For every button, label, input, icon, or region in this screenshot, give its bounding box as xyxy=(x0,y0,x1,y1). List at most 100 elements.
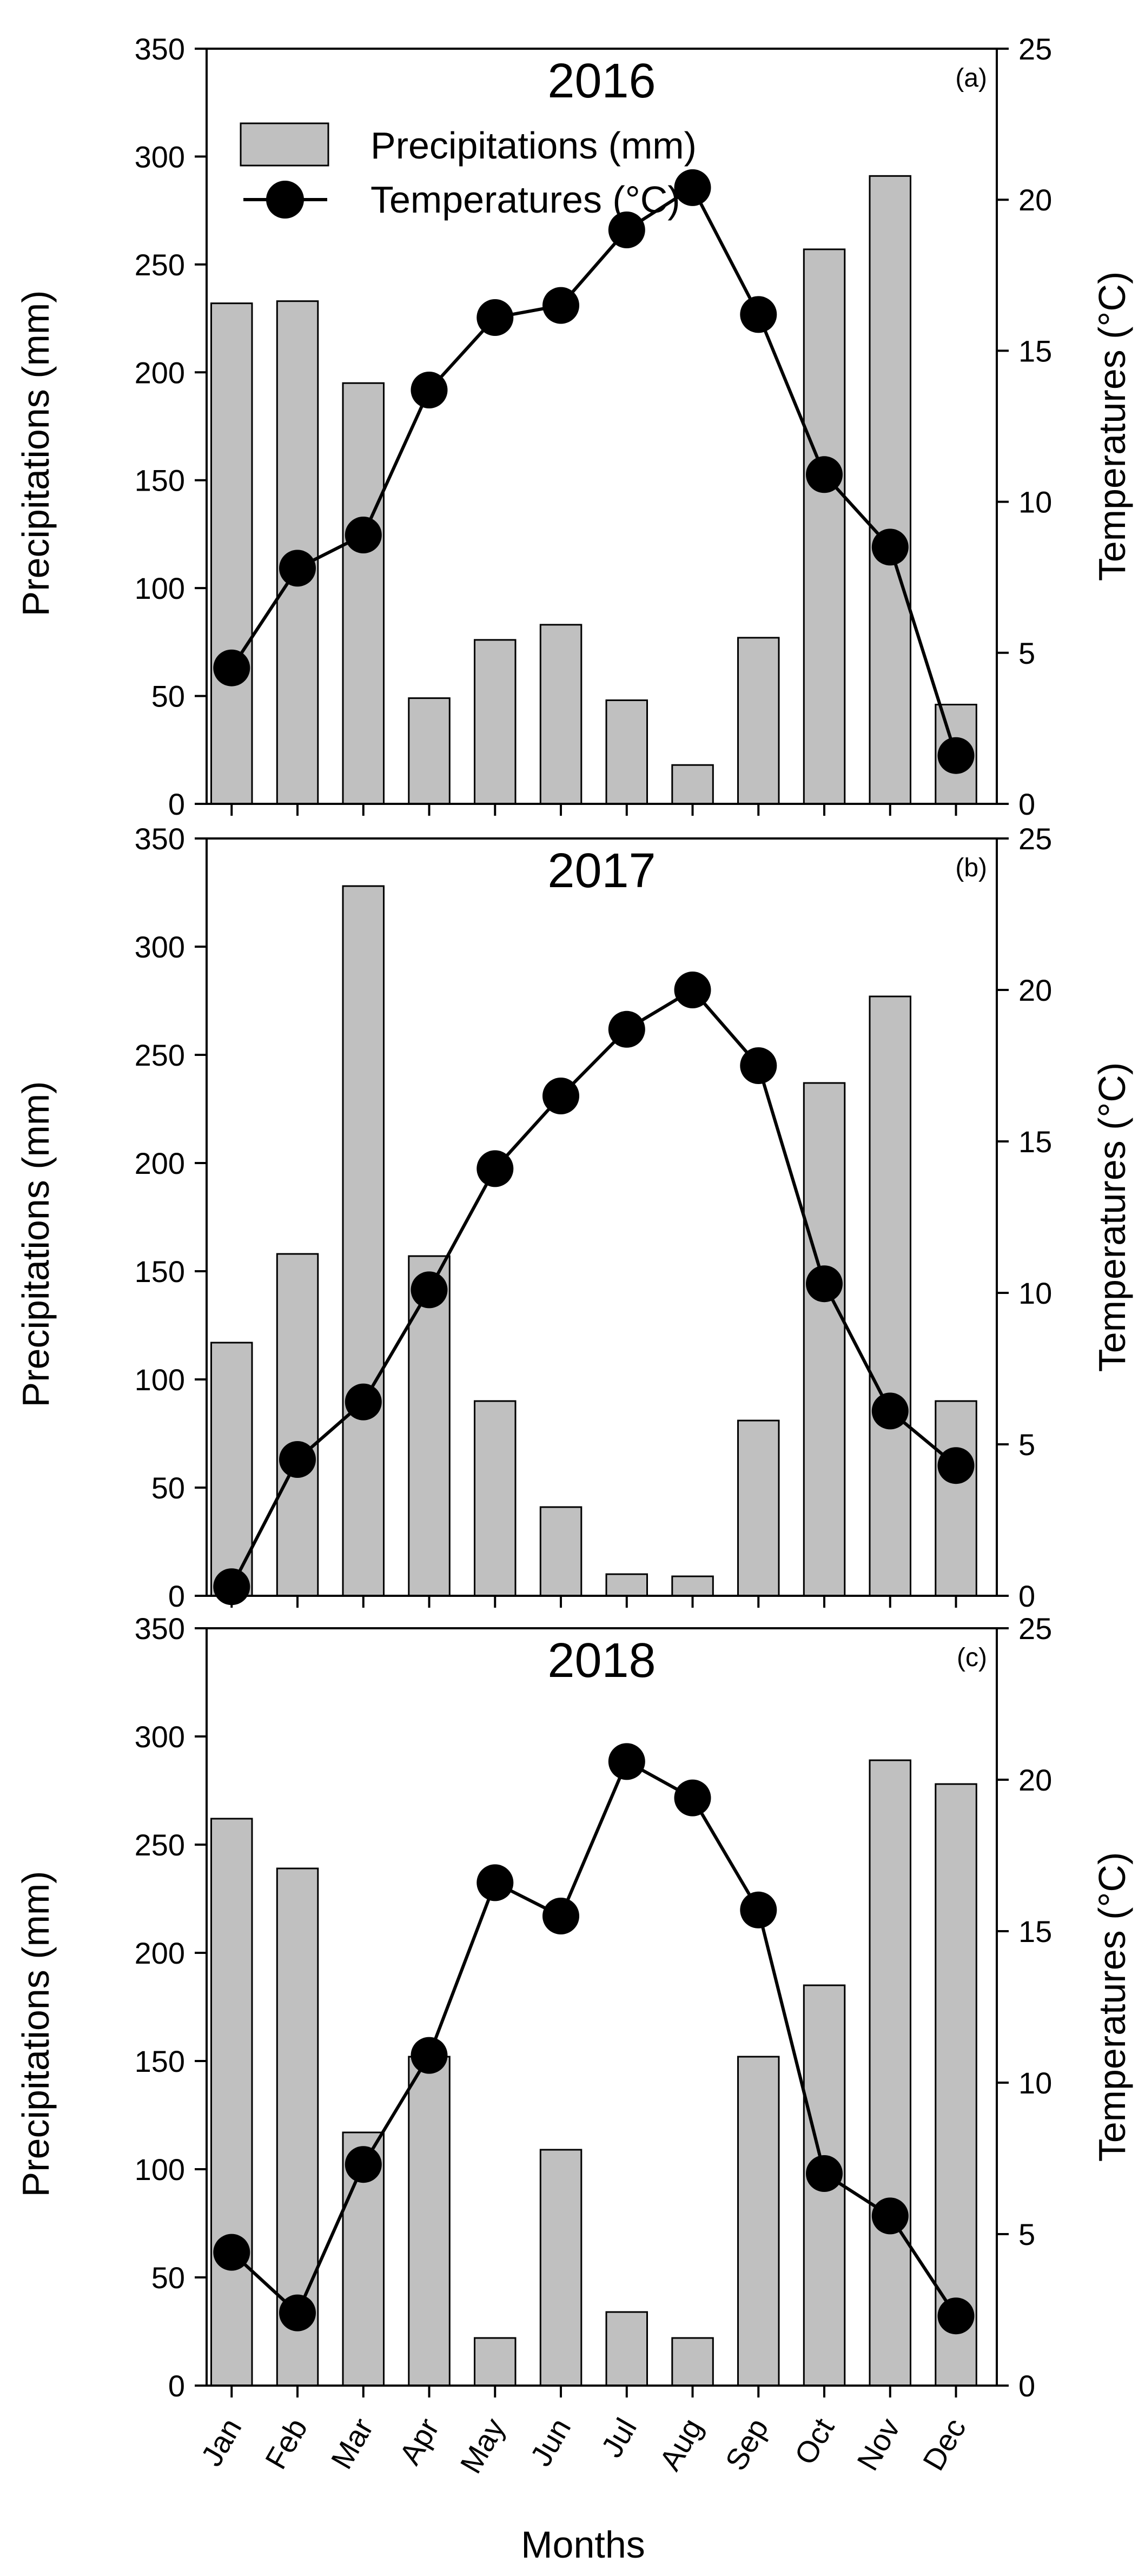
month-label-Sep: Sep xyxy=(718,2413,775,2476)
right-tick-label: 10 xyxy=(1018,485,1052,519)
temperature-point-Oct xyxy=(806,456,843,493)
panel-tag: (b) xyxy=(955,854,987,882)
left-tick-label: 0 xyxy=(168,2369,185,2403)
bar-Nov xyxy=(869,1759,911,2387)
temperature-point-Nov xyxy=(871,1392,909,1430)
temperature-point-Mar xyxy=(345,517,382,553)
bar-May xyxy=(474,2337,517,2387)
temperature-point-Apr xyxy=(411,2037,448,2074)
left-tick-label: 300 xyxy=(135,1720,185,1754)
legend: Precipitations (mm) Temperatures (°C) xyxy=(240,122,697,221)
bar-Feb xyxy=(276,1867,319,2387)
temperature-point-Aug xyxy=(674,1779,711,1817)
chart-panels: 0501001502002503003500510152025Precipita… xyxy=(15,32,1133,2479)
right-axis: 0 5 10 15 20 25 xyxy=(997,822,1052,1613)
bar-May xyxy=(474,1400,517,1597)
left-tick-label: 100 xyxy=(135,571,185,605)
precipitation-bars xyxy=(210,885,977,1597)
temperature-point-May xyxy=(476,299,514,336)
right-axis: 0 5 10 15 20 25 xyxy=(997,1611,1052,2403)
right-axis-title: Temperatures (°C) xyxy=(1091,1062,1133,1372)
right-axis: 0 5 10 15 20 25 xyxy=(997,32,1052,821)
precipitation-bars xyxy=(210,1759,977,2387)
bar-Jun xyxy=(539,2149,583,2387)
bar-Feb xyxy=(276,1253,319,1597)
left-tick-label: 100 xyxy=(135,2152,185,2187)
left-axis: 0 50 100 150 200 250 300 350 xyxy=(135,1611,207,2403)
left-tick-label: 150 xyxy=(135,464,185,498)
bar-Apr xyxy=(408,697,451,805)
right-tick-label: 15 xyxy=(1018,1914,1052,1948)
left-tick-label: 50 xyxy=(151,679,185,714)
left-axis: 0 50 100 150 200 250 300 350 xyxy=(135,822,207,1613)
left-tick-label: 350 xyxy=(135,32,185,66)
bar-Jun xyxy=(539,624,583,805)
bar-Oct xyxy=(803,1082,846,1597)
panel-2017: 0 50 100 150 200 250 300 350 0 5 10 15 20 25 Precipita… xyxy=(15,822,1133,1613)
precipitation-bars xyxy=(210,175,977,805)
bar-Dec xyxy=(935,1400,977,1597)
temperature-point-Jul xyxy=(608,1743,645,1780)
bar-Aug xyxy=(671,1575,714,1597)
left-tick-label: 250 xyxy=(135,248,185,282)
panel-tag: (a) xyxy=(955,64,987,93)
left-tick-label: 250 xyxy=(135,1828,185,1862)
temperature-point-May xyxy=(476,1864,514,1901)
month-label-Dec: Dec xyxy=(916,2413,972,2476)
x-axis xyxy=(230,804,957,816)
temperature-line xyxy=(230,185,958,756)
month-label-Aug: Aug xyxy=(653,2413,709,2476)
bar-Aug xyxy=(671,764,714,805)
right-tick-label: 5 xyxy=(1018,2217,1035,2251)
temperature-line xyxy=(230,1759,958,2317)
temperature-point-Sep xyxy=(740,1047,777,1084)
temperature-point-Apr xyxy=(411,1271,448,1309)
left-tick-label: 200 xyxy=(135,355,185,389)
temperature-point-Apr xyxy=(411,372,448,408)
left-tick-label: 150 xyxy=(135,1254,185,1289)
right-axis-title: Temperatures (°C) xyxy=(1091,272,1133,582)
left-tick-label: 50 xyxy=(151,1471,185,1505)
x-axis xyxy=(230,2386,957,2397)
temperature-point-Dec xyxy=(937,2297,975,2335)
right-tick-label: 5 xyxy=(1018,1428,1035,1462)
bar-Jul xyxy=(605,699,648,805)
bar-Sep xyxy=(737,1419,780,1597)
temperature-markers xyxy=(213,972,975,1606)
bar-Mar xyxy=(342,885,385,1597)
temperature-point-Nov xyxy=(871,529,909,566)
right-tick-label: 20 xyxy=(1018,183,1052,217)
left-axis: 0 50 100 150 200 250 300 350 xyxy=(135,32,207,821)
temperature-point-Mar xyxy=(345,2146,382,2183)
right-tick-label: 15 xyxy=(1018,334,1052,368)
temperature-markers xyxy=(213,169,975,774)
bar-May xyxy=(474,639,517,805)
temperature-point-Jun xyxy=(542,1078,579,1114)
temperature-point-Dec xyxy=(937,1447,975,1484)
bar-Dec xyxy=(935,1783,977,2387)
month-label-Apr: Apr xyxy=(393,2413,446,2471)
panel-title: 2018 xyxy=(547,1634,656,1688)
left-tick-label: 0 xyxy=(168,787,185,821)
left-axis-title: Precipitations (mm) xyxy=(15,1871,57,2197)
temperature-point-Feb xyxy=(279,1441,316,1478)
month-label-Feb: Feb xyxy=(259,2413,314,2475)
left-tick-label: 350 xyxy=(135,822,185,856)
month-label-Mar: Mar xyxy=(324,2413,380,2475)
right-tick-label: 25 xyxy=(1018,32,1052,66)
right-tick-label: 20 xyxy=(1018,1763,1052,1797)
month-label-Jan: Jan xyxy=(194,2413,248,2472)
month-labels: Jan Feb Mar Apr May Jun Jul Aug Sep Oct Nov Dec xyxy=(194,2412,972,2479)
temperature-point-Jan xyxy=(213,649,250,686)
x-axis xyxy=(230,1596,957,1608)
right-tick-label: 10 xyxy=(1018,1276,1052,1310)
temperature-point-Dec xyxy=(937,737,975,774)
legend-swatch-temperatures-marker xyxy=(266,181,304,219)
month-label-Oct: Oct xyxy=(787,2412,840,2470)
right-axis-title: Temperatures (°C) xyxy=(1091,1852,1133,2162)
temperature-point-Sep xyxy=(740,1891,777,1928)
left-tick-label: 0 xyxy=(168,1579,185,1613)
right-tick-label: 15 xyxy=(1018,1125,1052,1159)
legend-label-precipitations: Precipitations (mm) xyxy=(370,124,697,167)
